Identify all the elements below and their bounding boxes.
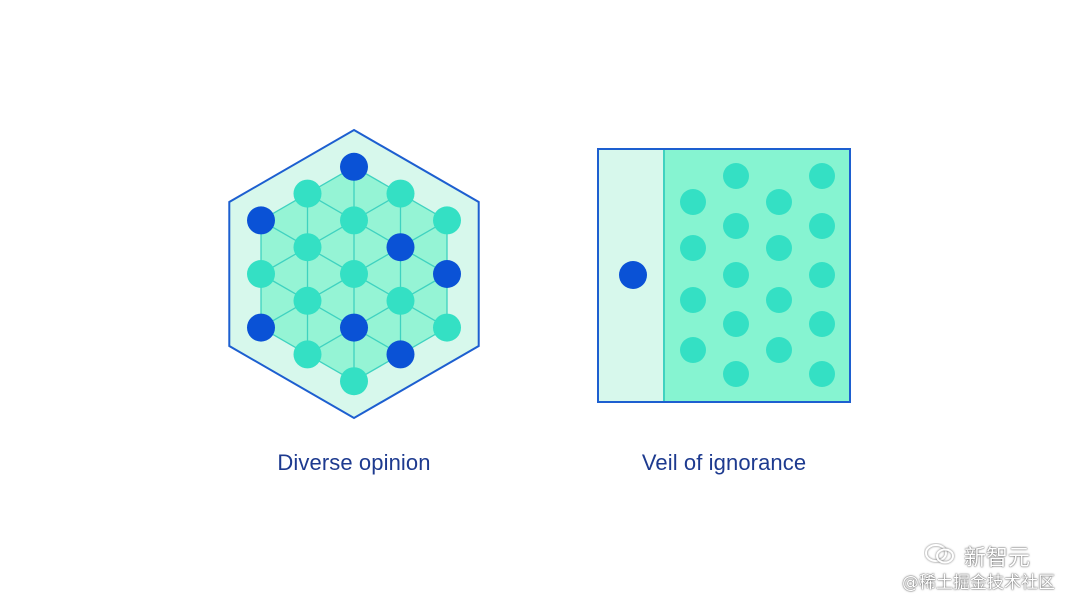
watermark-handle: @稀土掘金技术社区 bbox=[902, 573, 1055, 593]
veil-crowd-dot bbox=[723, 311, 749, 337]
veil-individual-dot bbox=[619, 261, 647, 289]
hex-dot-teal bbox=[340, 206, 368, 235]
hex-dot-teal bbox=[386, 179, 415, 208]
hex-dot-teal bbox=[340, 260, 368, 288]
hex-dot-blue bbox=[247, 206, 275, 235]
hex-dot-teal bbox=[293, 179, 322, 208]
veil-crowd-dot bbox=[723, 163, 749, 189]
hex-dot-blue bbox=[340, 313, 368, 342]
veil-diagram bbox=[597, 148, 851, 403]
hex-dot-teal bbox=[386, 286, 415, 315]
hex-dot-teal bbox=[293, 233, 322, 262]
veil-crowd-dot bbox=[766, 337, 792, 363]
hex-dot-teal bbox=[293, 340, 322, 369]
wechat-logo-icon bbox=[925, 544, 954, 564]
veil-crowd-dot bbox=[766, 235, 792, 261]
hex-dot-blue bbox=[433, 260, 461, 288]
veil-crowd-dot bbox=[766, 287, 792, 313]
hex-dot-blue bbox=[247, 313, 275, 342]
veil-crowd-dot bbox=[723, 262, 749, 288]
veil-crowd-dot bbox=[809, 213, 835, 239]
veil-crowd-dot bbox=[723, 361, 749, 387]
veil-crowd-dot bbox=[809, 311, 835, 337]
veil-crowd-dot bbox=[680, 235, 706, 261]
hexagon-diagram bbox=[228, 128, 480, 420]
veil-crowd-dot bbox=[680, 337, 706, 363]
veil-crowd-dot bbox=[723, 213, 749, 239]
hex-dot-teal bbox=[340, 367, 368, 396]
hex-dot-teal bbox=[293, 286, 322, 315]
veil-crowd-dot bbox=[680, 189, 706, 215]
hex-dot-blue bbox=[340, 152, 368, 181]
hex-dot-teal bbox=[433, 313, 461, 342]
hex-dot-teal bbox=[247, 260, 275, 288]
veil-crowd-dot bbox=[809, 361, 835, 387]
hex-dot-blue bbox=[386, 340, 415, 369]
veil-outline bbox=[597, 148, 851, 403]
hex-dot-teal bbox=[433, 206, 461, 235]
veil-crowd-dot bbox=[766, 189, 792, 215]
veil-crowd-dot bbox=[809, 163, 835, 189]
caption-veil-of-ignorance: Veil of ignorance bbox=[641, 450, 807, 475]
watermark-brand: 新智元 bbox=[964, 546, 1031, 571]
veil-crowd-dot bbox=[809, 262, 835, 288]
hex-dot-blue bbox=[386, 233, 415, 262]
veil-crowd-dot bbox=[680, 287, 706, 313]
caption-diverse-opinion: Diverse opinion bbox=[277, 450, 431, 475]
